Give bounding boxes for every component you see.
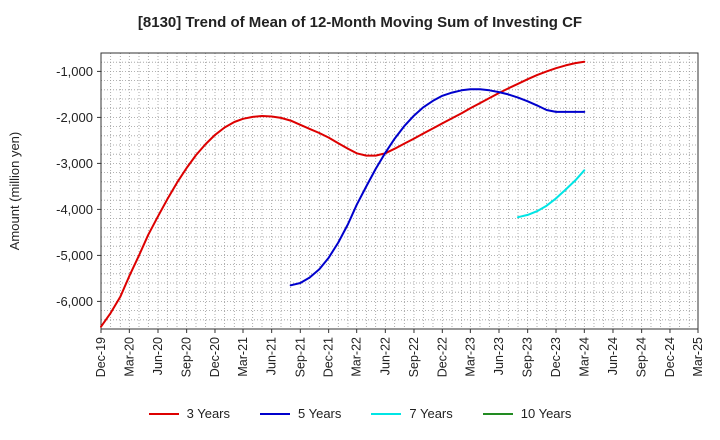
series-line-5-years bbox=[289, 88, 586, 287]
x-tick-label: Dec-24 bbox=[663, 337, 677, 377]
y-tick-label: -2,000 bbox=[56, 110, 93, 125]
x-tick-label: Sep-23 bbox=[521, 337, 535, 377]
x-tick-label: Sep-20 bbox=[180, 337, 194, 377]
legend-label: 10 Years bbox=[520, 406, 572, 421]
y-tick-label: -4,000 bbox=[56, 202, 93, 217]
x-tick-label: Dec-22 bbox=[435, 337, 449, 377]
legend: 3 Years 5 Years 7 Years 10 Years bbox=[0, 406, 720, 421]
y-tick-label: -3,000 bbox=[56, 156, 93, 171]
x-tick-label: Mar-24 bbox=[577, 337, 591, 377]
x-tick-label: Jun-23 bbox=[492, 337, 506, 375]
y-tick-label: -6,000 bbox=[56, 294, 93, 309]
legend-label: 5 Years bbox=[298, 406, 342, 421]
legend-swatch bbox=[148, 412, 179, 415]
plot-frame bbox=[100, 52, 699, 330]
legend-label: 7 Years bbox=[409, 406, 453, 421]
x-tick-label: Dec-19 bbox=[94, 337, 108, 377]
x-tick-label: Dec-20 bbox=[208, 337, 222, 377]
x-tick-label: Jun-24 bbox=[606, 337, 620, 375]
x-tick-label: Jun-20 bbox=[151, 337, 165, 375]
x-tick-label: Sep-24 bbox=[635, 337, 649, 377]
x-tick-label: Jun-21 bbox=[265, 337, 279, 375]
y-tick-label: -5,000 bbox=[56, 248, 93, 263]
legend-swatch bbox=[482, 412, 513, 415]
x-tick-label: Mar-23 bbox=[463, 337, 477, 377]
series-layer bbox=[100, 60, 586, 328]
grid-layer bbox=[101, 53, 698, 329]
x-tick-label: Mar-25 bbox=[691, 337, 705, 377]
legend-item-3-years: 3 Years bbox=[148, 406, 230, 421]
legend-item-7-years: 7 Years bbox=[371, 406, 453, 421]
series-line-7-years bbox=[517, 169, 586, 219]
legend-item-5-years: 5 Years bbox=[260, 406, 341, 421]
y-axis-label: Amount (million yen) bbox=[7, 132, 22, 251]
chart-title: [8130] Trend of Mean of 12-Month Moving … bbox=[137, 14, 583, 31]
x-tick-label: Mar-20 bbox=[122, 337, 136, 377]
x-tick-label: Dec-21 bbox=[322, 337, 336, 377]
legend-label: 3 Years bbox=[186, 406, 230, 421]
legend-swatch bbox=[260, 412, 290, 415]
y-tick-label: -1,000 bbox=[56, 64, 93, 79]
x-tick-label: Mar-21 bbox=[236, 337, 250, 377]
x-tick-label: Jun-22 bbox=[378, 337, 392, 375]
x-tick-label: Mar-22 bbox=[350, 337, 364, 377]
legend-item-10-years: 10 Years bbox=[482, 406, 572, 421]
series-line-3-years bbox=[100, 60, 586, 328]
x-tick-label: Dec-23 bbox=[549, 337, 563, 377]
x-tick-label: Sep-21 bbox=[293, 337, 307, 377]
legend-swatch bbox=[371, 412, 402, 415]
axis-layer: -1,000 -2,000 -3,000 -4,000 -5,000 -6,000 Dec-… bbox=[56, 52, 705, 377]
x-tick-label: Sep-22 bbox=[407, 337, 421, 377]
